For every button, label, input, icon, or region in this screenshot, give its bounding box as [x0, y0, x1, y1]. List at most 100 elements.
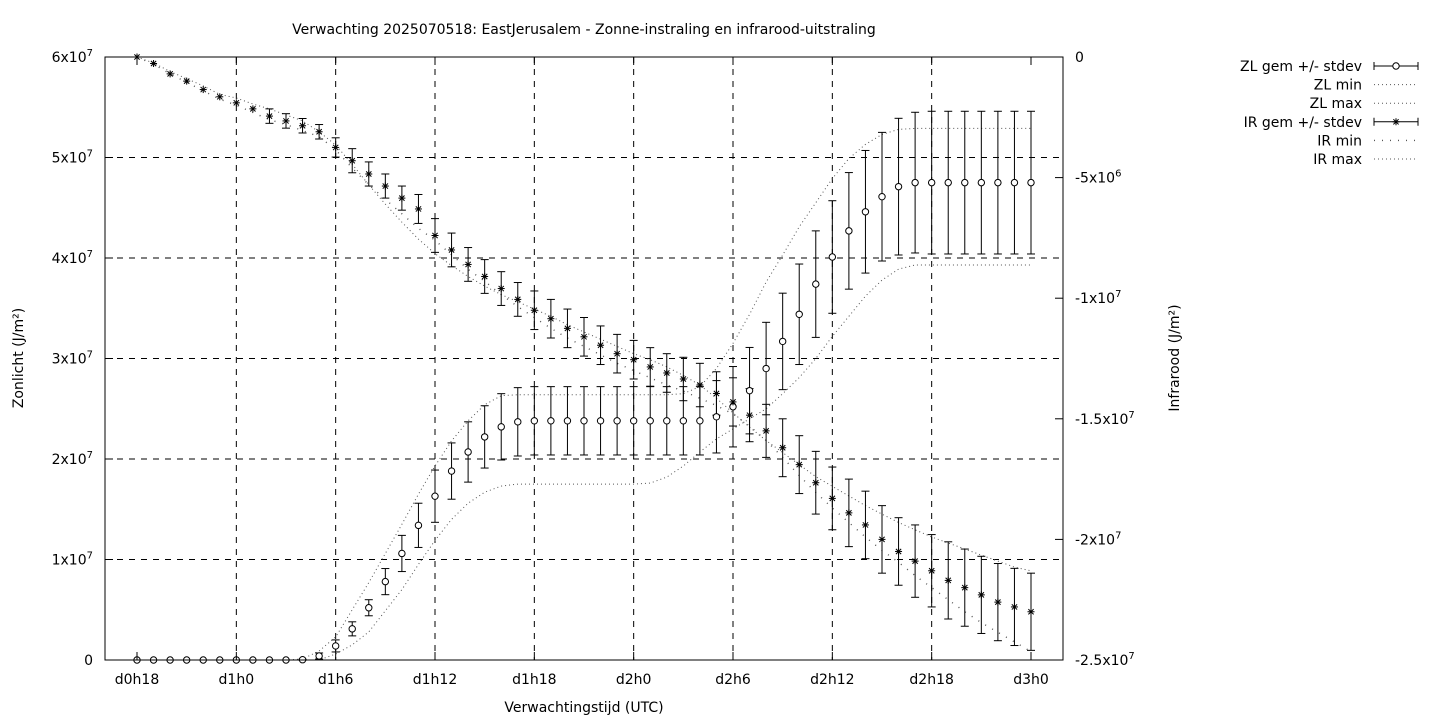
zl-mean-point [447, 467, 456, 475]
zl-mean-point [331, 642, 340, 650]
ir-mean-point [514, 295, 522, 303]
zl-mean-point [398, 549, 406, 558]
y-tick-label: 4x107 [52, 249, 93, 267]
ir-mean-point [911, 557, 919, 565]
ir-mean-point [779, 444, 787, 452]
ir-mean-point [448, 246, 456, 254]
zl-mean-point [563, 417, 572, 425]
ir-mean-point [497, 285, 505, 293]
y2-axis-label: Infrarood (J/m²) [1167, 304, 1183, 411]
ir-mean-point [597, 341, 605, 349]
ir-mean-point [630, 356, 638, 364]
zl-mean-point [497, 423, 505, 431]
zl-mean-point [977, 178, 986, 187]
zl-mean-point [315, 652, 323, 660]
y2-tick-label: -5x106 [1075, 169, 1121, 187]
legend: ZL gem +/- stdev ZL min ZL max IR gem +/- s… [1240, 59, 1419, 168]
ir-mean-point [679, 375, 687, 383]
zl-mean-point [547, 417, 555, 425]
ir-mean-point [646, 363, 654, 371]
zl-mean-point [596, 417, 605, 425]
zl-mean-point [431, 492, 439, 500]
legend-label-ir-mean: IR gem +/- stdev [1244, 115, 1362, 131]
ir-mean-point [282, 117, 290, 125]
zl-mean-point [696, 417, 704, 425]
ir-mean-point [746, 411, 754, 419]
zl-mean-point [613, 417, 621, 425]
zl-mean-point [762, 364, 770, 373]
x-tick-label: d3h0 [1013, 672, 1049, 688]
zl-mean-point [778, 337, 787, 346]
ir-mean-point [828, 494, 836, 502]
zl-mean-point [480, 433, 489, 441]
x-tick-label: d0h18 [115, 672, 159, 688]
ir-mean-point [216, 93, 224, 101]
zl-mean-point [944, 178, 952, 187]
ir-mean-point [414, 205, 422, 213]
ir-mean-point [861, 521, 869, 529]
y2-tick-label: -1x107 [1075, 289, 1121, 307]
ir-mean-point [166, 70, 174, 78]
y-axis-label: Zonlicht (J/m²) [11, 308, 27, 408]
ir-mean-point [265, 112, 273, 120]
zl-mean-point [861, 208, 870, 216]
zl-mean-point [927, 178, 936, 187]
zl-mean-point [530, 417, 539, 425]
min-max-curves [136, 56, 1032, 661]
ir-mean-point [928, 567, 936, 575]
zl-mean-point [629, 417, 638, 425]
x-tick-label: d2h0 [616, 672, 652, 688]
zl-mean-point [712, 413, 721, 421]
ir-mean-point [299, 122, 307, 130]
zl-mean-point [1027, 178, 1035, 187]
ir-mean-point [183, 77, 191, 85]
plot-frame [104, 56, 1064, 661]
ir-mean-point [232, 99, 240, 107]
ir-mean-point [696, 381, 704, 389]
ir-mean-point [481, 272, 489, 280]
zl-mean-point [514, 418, 522, 426]
zl-mean-point [580, 417, 588, 425]
ir-mean-point [530, 306, 538, 314]
y2-tick-label: 0 [1075, 50, 1084, 66]
zl-mean-point [414, 521, 423, 530]
ir-mean-point [845, 509, 853, 517]
ir-mean-point [878, 535, 886, 543]
ir-mean-point [1010, 603, 1018, 611]
y-axis-right: 0 -5x106 -1x107 -1.5x107 -2x107 -2.5x107 [1055, 50, 1135, 669]
x-axis: d0h18 d1h0 d1h6 d1h12 d1h18 d2h0 d2h6 d2h12 d2h1… [115, 57, 1049, 688]
zl-mean-point [994, 178, 1002, 187]
ir-mean-point [464, 260, 472, 268]
ir-mean-point [729, 398, 737, 406]
y-tick-label: 5x107 [52, 149, 93, 167]
zl-mean-point [812, 280, 820, 288]
y-tick-label: 1x107 [52, 551, 93, 569]
zl-mean-point [464, 448, 472, 456]
legend-label-zl-max: ZL max [1310, 96, 1362, 112]
ir-mean-point [348, 157, 356, 165]
legend-label-ir-max: IR max [1313, 152, 1362, 168]
chart-title: Verwachting 2025070518: EastJerusalem - … [292, 22, 876, 38]
zl-mean-point [828, 253, 837, 261]
legend-label-ir-min: IR min [1317, 133, 1362, 149]
zl-mean-point [646, 417, 654, 425]
zl-mean-point [894, 182, 903, 191]
ir-mean-point [315, 128, 323, 136]
ir-mean-point [812, 479, 820, 487]
ir-mean-point [547, 315, 555, 323]
x-tick-label: d2h12 [810, 672, 854, 688]
ir-mean-point [663, 369, 671, 377]
y-tick-label: 3x107 [52, 350, 93, 368]
x-tick-label: d1h6 [318, 672, 354, 688]
x-tick-label: d2h6 [715, 672, 751, 688]
ir-mean-point [613, 350, 621, 358]
ir-mean-point [1027, 608, 1035, 616]
x-tick-label: d1h18 [512, 672, 556, 688]
y-tick-label: 2x107 [52, 450, 93, 468]
ir-mean-point [249, 105, 257, 113]
zl-mean-point [911, 178, 919, 187]
zl-mean-point [961, 178, 969, 187]
x-tick-label: d1h0 [219, 672, 255, 688]
x-tick-label: d2h18 [909, 672, 953, 688]
